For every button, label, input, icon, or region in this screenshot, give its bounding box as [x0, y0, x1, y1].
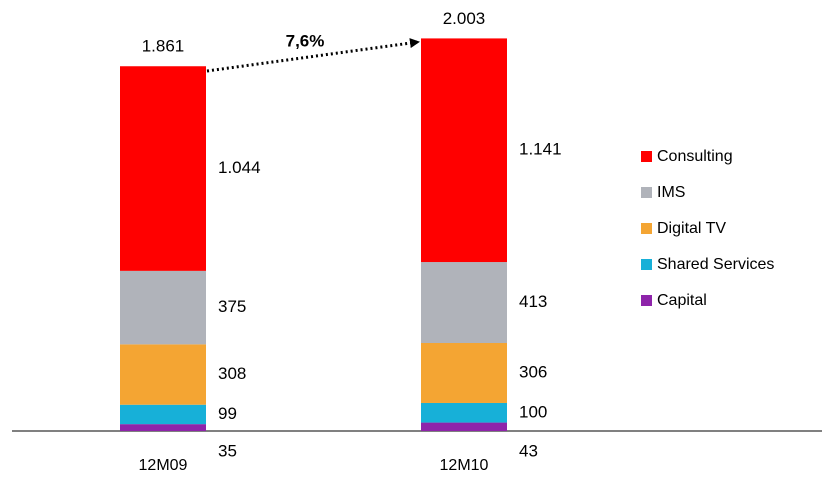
legend-swatch	[641, 223, 652, 234]
value-label: 375	[218, 297, 246, 316]
value-label: 306	[519, 362, 547, 381]
growth-label: 7,6%	[286, 31, 325, 50]
value-label: 413	[519, 292, 547, 311]
legend-swatch	[641, 295, 652, 306]
x-tick-label: 12M10	[440, 457, 489, 474]
bar-segment	[421, 342, 507, 403]
bar-segment	[120, 344, 206, 405]
value-label: 1.044	[218, 158, 261, 177]
bar-segment	[120, 270, 206, 345]
value-label: 100	[519, 402, 547, 421]
value-label: 308	[218, 364, 246, 383]
value-label: 99	[218, 404, 237, 423]
total-label: 2.003	[443, 9, 486, 28]
legend-label: Shared Services	[657, 256, 774, 273]
x-tick-label: 12M09	[139, 457, 188, 474]
bar-segment	[421, 422, 507, 431]
legend-label: Capital	[657, 292, 707, 309]
bar-segment	[120, 424, 206, 431]
bar-segment	[120, 404, 206, 425]
value-label: 43	[519, 441, 538, 460]
value-label: 35	[218, 441, 237, 460]
legend-swatch	[641, 187, 652, 198]
legend-swatch	[641, 259, 652, 270]
legend-swatch	[641, 151, 652, 162]
legend-label: IMS	[657, 184, 685, 201]
bar-segment	[421, 262, 507, 343]
value-label: 1.141	[519, 140, 562, 159]
legend-label: Digital TV	[657, 220, 726, 237]
bar-segment	[421, 402, 507, 423]
legend-label: Consulting	[657, 148, 733, 165]
bar-segment	[421, 38, 507, 263]
total-label: 1.861	[142, 37, 185, 56]
growth-arrow	[206, 38, 420, 73]
bar-segment	[120, 66, 206, 271]
